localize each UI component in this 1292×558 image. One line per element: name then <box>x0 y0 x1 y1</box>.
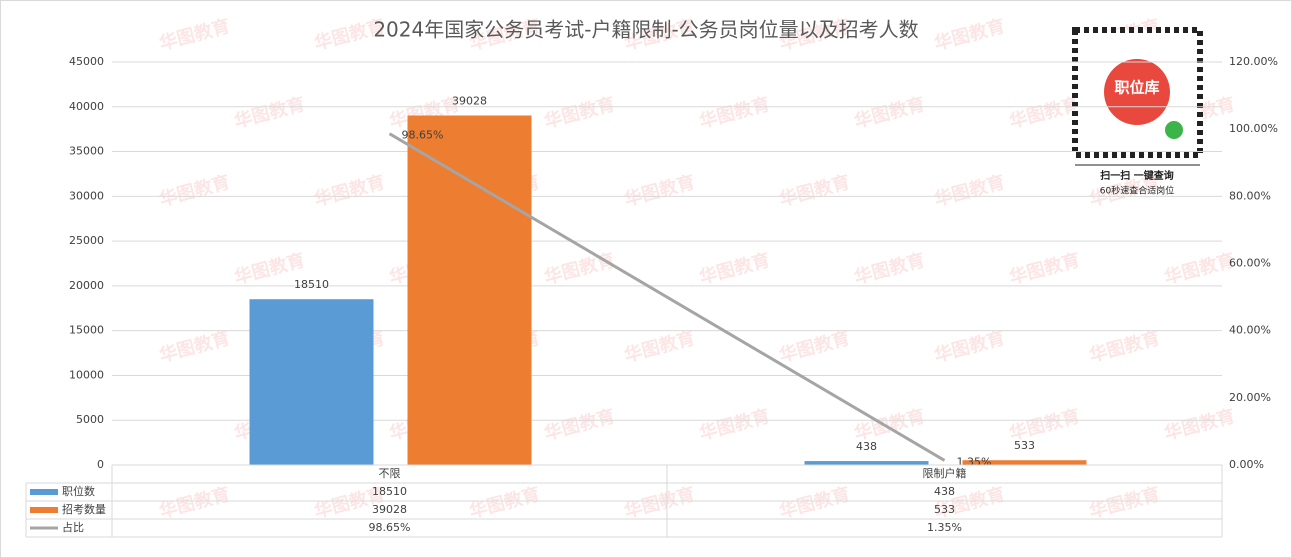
legend-key <box>30 489 58 495</box>
table-cell: 438 <box>934 485 955 498</box>
qr-subcaption: 60秒速查合适岗位 <box>1100 185 1174 197</box>
y-tick-label: 30000 <box>69 189 104 202</box>
qr-badge <box>1165 121 1183 139</box>
qr-label: 职位库 <box>1114 79 1159 97</box>
table-cell: 18510 <box>372 485 407 498</box>
y2-tick-label: 0.00% <box>1229 458 1264 471</box>
qr-logo <box>1104 59 1170 125</box>
y2-tick-label: 20.00% <box>1229 391 1271 404</box>
y-tick-label: 15000 <box>69 324 104 337</box>
data-label: 438 <box>856 440 877 453</box>
y2-tick-label: 60.00% <box>1229 257 1271 270</box>
legend-key <box>30 507 58 513</box>
table-cell: 39028 <box>372 503 407 516</box>
y-tick-label: 40000 <box>69 100 104 113</box>
x-tick-label: 不限 <box>379 467 401 480</box>
data-label: 98.65% <box>402 129 444 142</box>
bar <box>249 299 374 465</box>
line <box>388 132 946 462</box>
bar <box>804 461 929 465</box>
y-tick-label: 5000 <box>76 413 104 426</box>
y-tick-label: 20000 <box>69 279 104 292</box>
table-cell: 533 <box>934 503 955 516</box>
legend-label: 招考数量 <box>62 502 106 516</box>
legend-label: 占比 <box>62 520 84 534</box>
y2-tick-label: 120.00% <box>1229 55 1278 68</box>
legend-label: 职位数 <box>62 484 95 498</box>
data-label: 533 <box>1014 439 1035 452</box>
data-label: 18510 <box>294 278 329 291</box>
bar <box>407 115 532 465</box>
y2-tick-label: 40.00% <box>1229 324 1271 337</box>
y-tick-label: 10000 <box>69 368 104 381</box>
x-tick-label: 限制户籍 <box>923 466 967 480</box>
bar <box>962 460 1087 465</box>
table-cell: 98.65% <box>369 521 411 534</box>
qr-caption: 扫一扫 一键查询 <box>1100 169 1173 182</box>
y-tick-label: 45000 <box>69 55 104 68</box>
table-cell: 1.35% <box>927 521 962 534</box>
y2-tick-label: 80.00% <box>1229 189 1271 202</box>
y-tick-label: 0 <box>97 458 104 471</box>
y-tick-label: 35000 <box>69 145 104 158</box>
y2-tick-label: 100.00% <box>1229 122 1278 135</box>
data-label: 39028 <box>452 94 487 107</box>
y-tick-label: 25000 <box>69 234 104 247</box>
chart-title: 2024年国家公务员考试-户籍限制-公务员岗位量以及招考人数 <box>373 18 918 42</box>
qr-code: 职位库 扫一扫 一键查询 60秒速查合适岗位 <box>1072 27 1203 197</box>
